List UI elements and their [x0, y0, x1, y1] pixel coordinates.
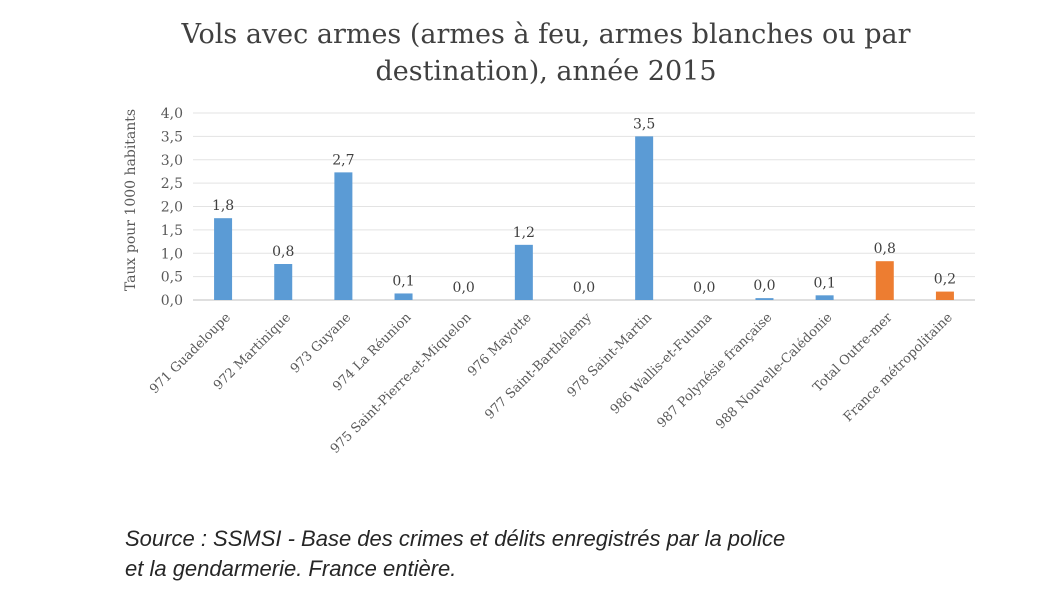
y-tick-label: 3,5: [161, 129, 183, 145]
category-label: France métropolitaine: [841, 310, 956, 425]
bar: [755, 298, 774, 300]
y-tick-label: 0,5: [161, 270, 183, 286]
bars: [214, 136, 954, 300]
y-axis-ticks: 4,0 3,5 3,0 2,5 2,0 1,5 1,0 0,5 0,0: [161, 106, 183, 309]
y-tick-label: 3,0: [161, 153, 183, 169]
data-label: 1,8: [212, 198, 234, 214]
chart-title-line-2: destination), année 2015: [375, 56, 716, 87]
bar: [514, 244, 533, 300]
data-label: 0,0: [753, 278, 775, 294]
category-label: 973 Guyane: [288, 310, 355, 377]
data-label: 0,1: [813, 275, 835, 291]
data-label: 0,2: [934, 272, 956, 288]
data-labels: 1,8 0,8 2,7 0,1 0,0 1,2 0,0 3,5 0,0 0,0 0,1 0,8 0,2: [212, 116, 956, 296]
bar: [875, 261, 894, 300]
y-tick-label: 4,0: [161, 106, 183, 122]
bar: [214, 218, 233, 300]
data-label: 0,0: [453, 280, 475, 296]
data-label: 0,0: [573, 280, 595, 296]
y-tick-label: 0,0: [161, 293, 183, 309]
y-tick-label: 1,0: [161, 246, 183, 262]
y-tick-label: 2,0: [161, 200, 183, 216]
y-tick-label: 2,5: [161, 176, 183, 192]
data-label: 0,1: [392, 273, 414, 289]
bar: [635, 136, 654, 300]
chart-title-line-1: Vols avec armes (armes à feu, armes blan…: [180, 19, 910, 50]
category-label: 987 Polynésie française: [654, 310, 775, 431]
data-label: 1,2: [513, 225, 535, 241]
data-label: 3,5: [633, 116, 655, 132]
data-label: 0,0: [693, 280, 715, 296]
y-axis-label: Taux pour 1000 habitants: [123, 109, 139, 291]
bar: [935, 291, 954, 300]
data-label: 2,7: [332, 152, 354, 168]
bar: [334, 172, 353, 300]
source-note: Source : SSMSI - Base des crimes et déli…: [125, 526, 786, 581]
data-label: 0,8: [874, 241, 896, 257]
category-label: 988 Nouvelle-Calédonie: [713, 310, 835, 432]
bar: [274, 264, 293, 300]
y-tick-label: 1,5: [161, 223, 183, 239]
bar-chart: Vols avec armes (armes à feu, armes blan…: [123, 19, 975, 457]
data-label: 0,8: [272, 244, 294, 260]
gridlines: [193, 112, 975, 301]
category-label: 977 Saint-Barthélemy: [482, 310, 595, 423]
category-label: 986 Wallis-et-Futuna: [608, 310, 716, 418]
bar: [394, 293, 413, 300]
bar: [815, 295, 834, 300]
